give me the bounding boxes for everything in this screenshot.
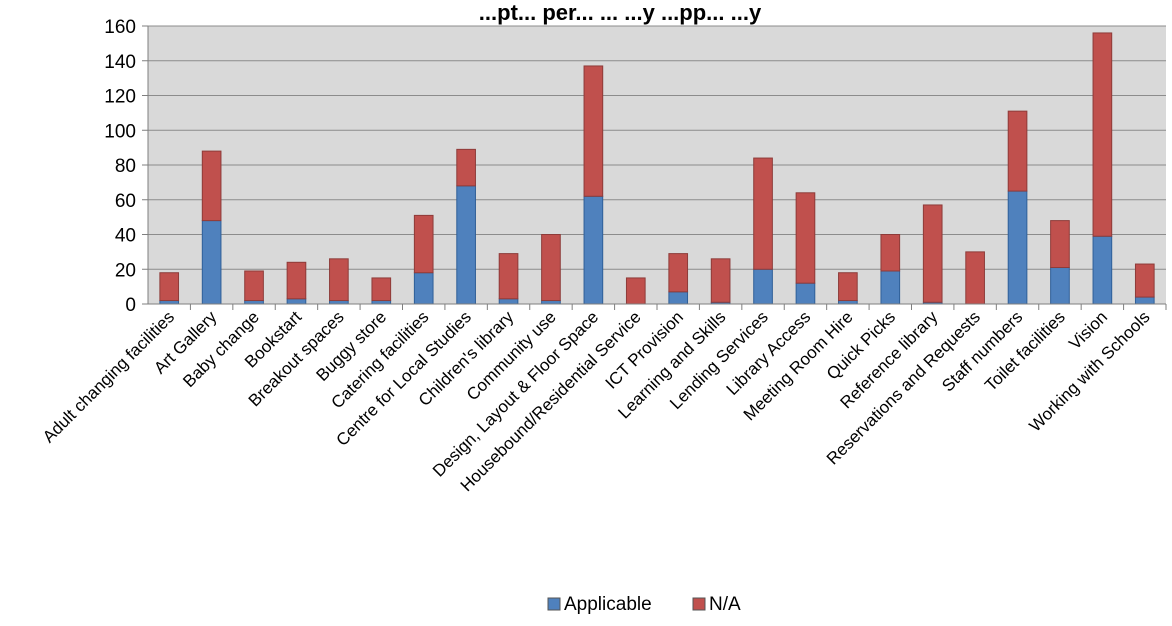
bar-segment-n-a	[838, 272, 858, 302]
legend-swatch	[692, 597, 706, 611]
bar-segment-n-a	[159, 272, 180, 302]
bar-segment-applicable	[456, 185, 476, 305]
legend-label: N/A	[709, 594, 741, 615]
legend-label: Applicable	[564, 594, 652, 615]
y-tick-label: 140	[104, 52, 136, 73]
bar-segment-applicable	[1092, 235, 1113, 305]
y-tick-label: 0	[125, 295, 136, 316]
chart-title: ...pt... per... ... ...y ...pp... ...y	[479, 0, 762, 25]
legend-swatch	[547, 597, 561, 611]
bar-segment-applicable	[838, 300, 858, 305]
bar-segment-applicable	[753, 268, 773, 305]
legend: Applicable N/A	[547, 594, 741, 615]
bar-segment-applicable	[1007, 190, 1028, 305]
bar-segment-applicable	[244, 300, 264, 305]
bar-segment-n-a	[1092, 32, 1113, 237]
bar-segment-applicable	[668, 291, 689, 305]
bar-segment-n-a	[498, 253, 519, 300]
bar-segment-n-a	[329, 258, 349, 302]
bar-segment-n-a	[880, 234, 901, 272]
bar-segment-applicable	[880, 270, 901, 305]
axes	[147, 26, 1166, 305]
bar-segment-n-a	[244, 270, 264, 302]
y-axis-ticks: 0 20 40 60 80 100 120 140 160	[104, 17, 148, 316]
bar-segment-applicable	[541, 300, 561, 305]
bar-segment-n-a	[753, 157, 773, 270]
bar-segment-n-a	[456, 148, 476, 187]
bar-segment-n-a	[286, 261, 307, 300]
bar-segment-applicable	[498, 298, 519, 305]
bar-segment-applicable	[583, 195, 604, 305]
bar-segment-n-a	[922, 204, 943, 303]
bar-segment-applicable	[329, 300, 349, 305]
bar-segment-applicable	[1134, 296, 1155, 305]
bars	[159, 32, 1155, 305]
bar-segment-n-a	[413, 214, 434, 274]
bar-segment-n-a	[541, 234, 561, 302]
y-tick-label: 60	[115, 191, 136, 212]
bar-segment-n-a	[1050, 220, 1070, 269]
bar-segment-n-a	[583, 65, 604, 197]
y-tick-label: 80	[115, 156, 136, 177]
bar-segment-n-a	[965, 251, 985, 305]
bar-segment-n-a	[710, 258, 731, 303]
y-tick-label: 120	[104, 87, 136, 108]
bar-segment-n-a	[668, 253, 689, 293]
x-category-label: Adult changing facilities	[39, 307, 178, 446]
bar-segment-n-a	[795, 192, 816, 284]
bar-segment-n-a	[201, 150, 222, 222]
y-tick-label: 40	[115, 226, 136, 247]
bar-segment-n-a	[371, 277, 392, 302]
bar-segment-applicable	[371, 300, 392, 305]
bar-segment-applicable	[286, 298, 307, 305]
bar-segment-applicable	[795, 282, 816, 305]
bar-segment-applicable	[201, 220, 222, 305]
y-tick-label: 20	[115, 260, 136, 281]
bar-segment-applicable	[159, 300, 180, 305]
y-tick-label: 100	[104, 121, 136, 142]
bar-segment-n-a	[625, 277, 646, 305]
bar-segment-applicable	[413, 272, 434, 305]
bar-segment-n-a	[1134, 263, 1155, 298]
bar-segment-applicable	[1050, 267, 1070, 305]
bar-segment-n-a	[1007, 110, 1028, 192]
y-tick-label: 160	[104, 17, 136, 38]
